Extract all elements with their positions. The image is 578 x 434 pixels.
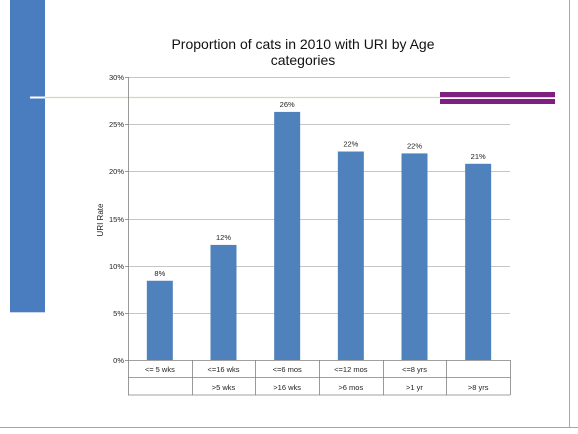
y-tick-label: 0%: [113, 356, 124, 365]
x-category-sublabel: >16 wks: [273, 383, 301, 392]
labels: 0% 5% 10% 15% 20% 25% 30% 8% 12% 26% 22% 22% 21% <= 5…: [109, 73, 489, 392]
axes: [125, 77, 511, 396]
x-category-sublabel: >6 mos: [338, 383, 363, 392]
data-label: 21%: [471, 152, 486, 161]
x-category-label: <=8 yrs: [402, 365, 427, 374]
bar: [465, 163, 492, 360]
x-category-sublabel: >8 yrs: [468, 383, 489, 392]
data-label: 22%: [343, 140, 358, 149]
purple-bar-top: [440, 92, 555, 97]
chart-title-line1: Proportion of cats in 2010 with URI by A…: [171, 36, 434, 52]
purple-bar-bottom: [440, 99, 555, 104]
x-category-label: <=12 mos: [334, 365, 368, 374]
accent-bar: [10, 0, 45, 312]
y-tick-label: 15%: [109, 215, 124, 224]
gridlines: [128, 77, 510, 314]
bar: [337, 151, 364, 360]
y-tick-label: 10%: [109, 262, 124, 271]
x-category-sublabel: >5 wks: [212, 383, 236, 392]
data-label: 8%: [154, 269, 165, 278]
y-tick-label: 25%: [109, 120, 124, 129]
y-tick-label: 30%: [109, 73, 124, 82]
data-label: 26%: [280, 100, 295, 109]
bar: [274, 111, 301, 360]
x-category-label: <=6 mos: [273, 365, 302, 374]
bars: [146, 111, 492, 360]
x-category-label: <= 5 wks: [145, 365, 175, 374]
y-tick-label: 20%: [109, 167, 124, 176]
data-label: 22%: [407, 141, 422, 150]
bar: [210, 244, 237, 360]
bar: [401, 153, 428, 360]
bar: [146, 280, 173, 360]
data-label: 12%: [216, 233, 231, 242]
x-category-sublabel: >1 yr: [406, 383, 423, 392]
chart-title-line2: categories: [271, 52, 336, 68]
y-tick-label: 5%: [113, 309, 124, 318]
x-category-label: <=16 wks: [207, 365, 239, 374]
y-axis-label: URI Rate: [96, 203, 105, 236]
